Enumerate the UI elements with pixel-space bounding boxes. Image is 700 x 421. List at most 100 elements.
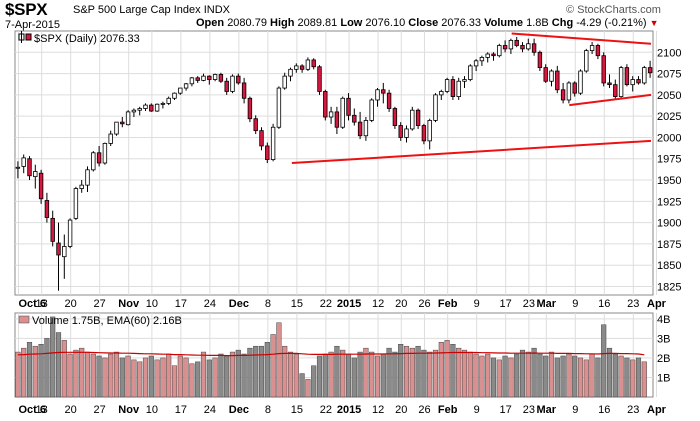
candle	[276, 86, 282, 129]
volume-bar	[345, 353, 352, 398]
candle	[404, 125, 409, 143]
candle	[444, 77, 450, 94]
price-x-tick-label: 23	[627, 298, 639, 310]
price-x-tick-label: 23	[523, 298, 535, 310]
volume-bar	[606, 347, 613, 398]
volume-bar	[577, 357, 584, 398]
candle-body-up	[282, 75, 287, 89]
candle-body-up	[73, 188, 79, 219]
volume-bar	[566, 353, 572, 398]
candle-body-down	[346, 97, 351, 116]
candle-body-up	[462, 79, 467, 82]
volume-bar	[328, 351, 334, 398]
price-x-tick-label: 9	[572, 298, 578, 310]
volume-bar	[485, 353, 491, 398]
volume-bar	[409, 347, 415, 398]
candle	[386, 89, 392, 112]
candle-body-down	[502, 45, 508, 50]
candle	[218, 72, 224, 83]
volume-bar	[340, 349, 346, 398]
candle-body-down	[543, 67, 548, 82]
price-axis-tick-label: 1925	[657, 196, 681, 208]
candle-body-up	[508, 39, 514, 50]
candle	[288, 67, 293, 82]
volume-x-tick-label: 12	[372, 404, 384, 416]
candle	[415, 108, 421, 129]
volume-bar	[183, 357, 189, 398]
candle	[340, 96, 345, 129]
volume-bar	[142, 357, 149, 398]
candle	[369, 98, 374, 123]
candle	[357, 111, 363, 140]
candle	[91, 151, 96, 172]
price-axis-tick-label: 1950	[657, 175, 681, 187]
candle-body-down	[560, 89, 566, 101]
candle-body-up	[404, 128, 409, 138]
close-value: 2076.33	[441, 17, 482, 29]
candle	[607, 74, 612, 89]
candle-body-up	[433, 94, 438, 121]
volume-x-tick-label: 22	[320, 404, 332, 416]
volume-bar	[421, 349, 427, 398]
volume-bar	[357, 351, 363, 398]
candle	[549, 69, 554, 87]
candle-body-up	[154, 103, 160, 112]
candle	[27, 156, 32, 181]
volume-bar	[235, 349, 241, 398]
volume-bar	[119, 357, 125, 398]
volume-axis-tick-label: 2B	[657, 353, 670, 365]
price-x-tick-label: Mar	[536, 298, 556, 310]
candle-body-down	[195, 77, 200, 81]
candle-body-up	[444, 79, 450, 92]
candle	[172, 92, 177, 100]
volume-bar	[131, 359, 137, 398]
candle-body-down	[520, 45, 525, 50]
volume-bar	[316, 355, 323, 398]
candle	[421, 123, 427, 145]
volume-x-tick-label: Mar	[536, 404, 556, 416]
volume-bar	[264, 342, 270, 398]
candle	[299, 64, 305, 73]
price-x-tick-label: 13	[36, 298, 48, 310]
volume-value: 1.8B	[526, 17, 549, 29]
volume-bar	[403, 345, 410, 398]
candle	[572, 81, 577, 97]
price-axis-tick-label: 2075	[657, 69, 681, 81]
candle	[79, 180, 84, 193]
volume-bar	[601, 324, 607, 398]
volume-bar	[160, 357, 166, 398]
candle	[62, 234, 67, 279]
volume-bar	[73, 349, 79, 398]
candle-body-down	[218, 74, 224, 82]
volume-bar	[137, 361, 143, 398]
volume-x-tick-label: 24	[204, 404, 216, 416]
volume-bar	[415, 345, 421, 398]
candle	[33, 164, 38, 189]
candle-body-down	[491, 53, 496, 57]
candle	[363, 117, 369, 141]
candle	[230, 74, 235, 94]
candle-body-down	[613, 84, 618, 97]
candle	[305, 57, 311, 72]
candle	[497, 43, 502, 58]
volume-bar	[241, 353, 247, 398]
candle	[328, 106, 334, 124]
volume-x-tick-label: 16	[598, 404, 610, 416]
candle	[282, 72, 287, 90]
volume-x-tick-label: 17	[175, 404, 187, 416]
volume-x-tick-label: Dec	[229, 404, 249, 416]
candle-body-up	[137, 108, 142, 111]
candle-body-down	[352, 114, 357, 123]
candle-body-down	[624, 67, 630, 86]
candle	[212, 73, 218, 82]
volume-bar	[67, 353, 73, 398]
volume-bar	[479, 355, 485, 398]
candle	[479, 55, 485, 66]
volume-bar	[166, 353, 172, 398]
volume-bar	[79, 347, 85, 398]
volume-x-tick-label: 2015	[337, 404, 361, 416]
candle-body-down	[537, 51, 543, 69]
candle-body-up	[85, 169, 90, 186]
candle	[294, 63, 299, 73]
volume-bar	[398, 344, 404, 398]
